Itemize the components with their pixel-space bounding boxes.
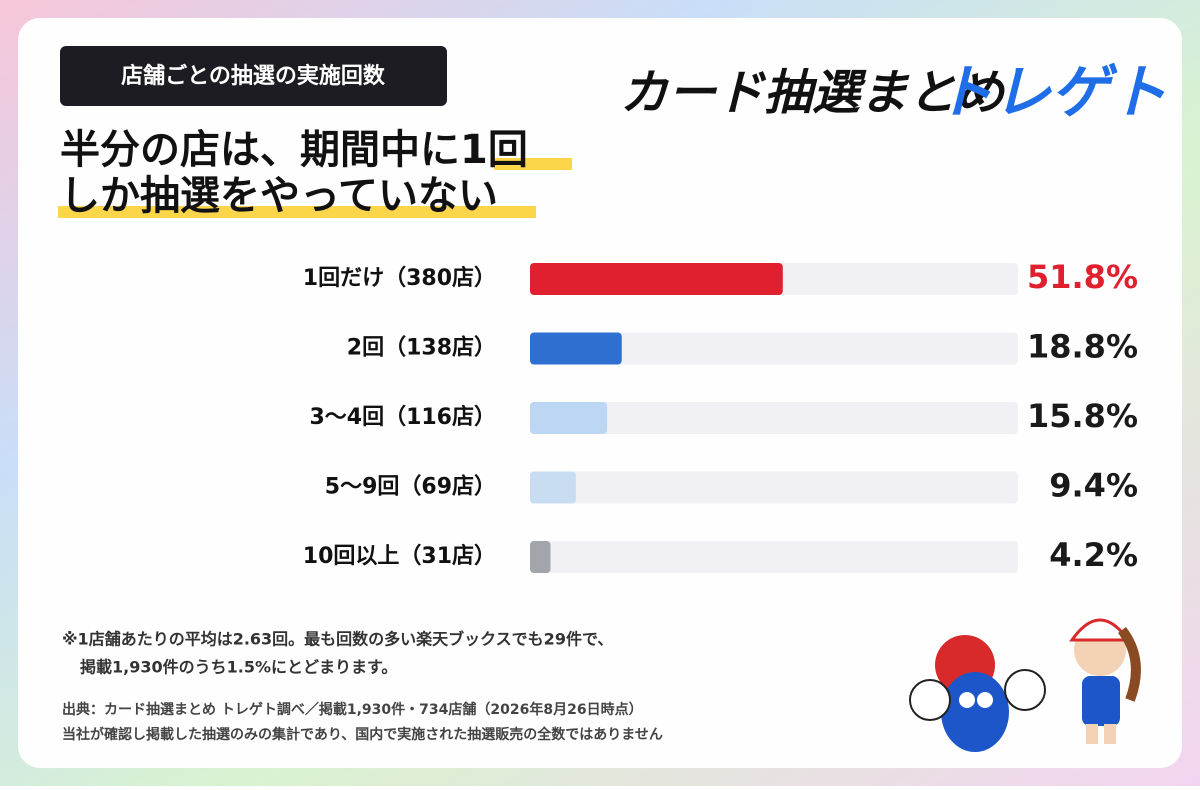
highlight — [494, 158, 572, 170]
source: 出典：カード抽選まとめ トレゲト調べ／掲載1,930件・734店舗（2026年8… — [62, 701, 643, 718]
note: 掲載1,930件のうち1.5%にとどまります。 — [80, 658, 397, 677]
mascot — [909, 635, 1046, 752]
source: 当社が確認し掲載した抽選のみの集計であり、国内で実施された抽選販売の全数ではあり… — [62, 726, 663, 743]
card — [18, 18, 1182, 768]
highlight — [58, 206, 536, 218]
headline: しか抽選をやっていない — [60, 173, 498, 219]
bar — [530, 471, 576, 504]
bar — [530, 332, 622, 365]
note: ※1店舗あたりの平均は2.63回。最も回数の多い楽天ブックスでも29件で、 — [62, 630, 613, 649]
category-label: 2回（138店） — [347, 336, 496, 361]
value-label: 4.2% — [1049, 536, 1138, 574]
bar-track — [530, 471, 1018, 504]
bar — [530, 541, 551, 573]
badge-box — [60, 46, 447, 106]
bar — [530, 402, 608, 434]
character — [1069, 618, 1141, 744]
category-label: 3〜4回（116店） — [309, 405, 496, 430]
bar-track — [530, 402, 1018, 434]
bar-track — [530, 541, 1018, 573]
value-label: 51.8% — [1027, 258, 1138, 296]
category-label: 10回以上（31店） — [303, 544, 496, 569]
category-label: 1回だけ（380店） — [303, 266, 496, 291]
bar-track — [530, 332, 1018, 365]
category-label: 5〜9回（69店） — [325, 475, 496, 500]
logo: カード抽選まとめ — [620, 65, 1006, 121]
badge: 店舗ごとの抽選の実施回数 — [121, 63, 386, 89]
value-label: 9.4% — [1049, 467, 1138, 505]
logo-accent: トレゲト — [935, 58, 1167, 126]
bar — [530, 263, 783, 295]
value-label: 15.8% — [1027, 397, 1138, 435]
value-label: 18.8% — [1027, 328, 1138, 366]
headline: 半分の店は、期間中に1回 — [60, 127, 528, 173]
